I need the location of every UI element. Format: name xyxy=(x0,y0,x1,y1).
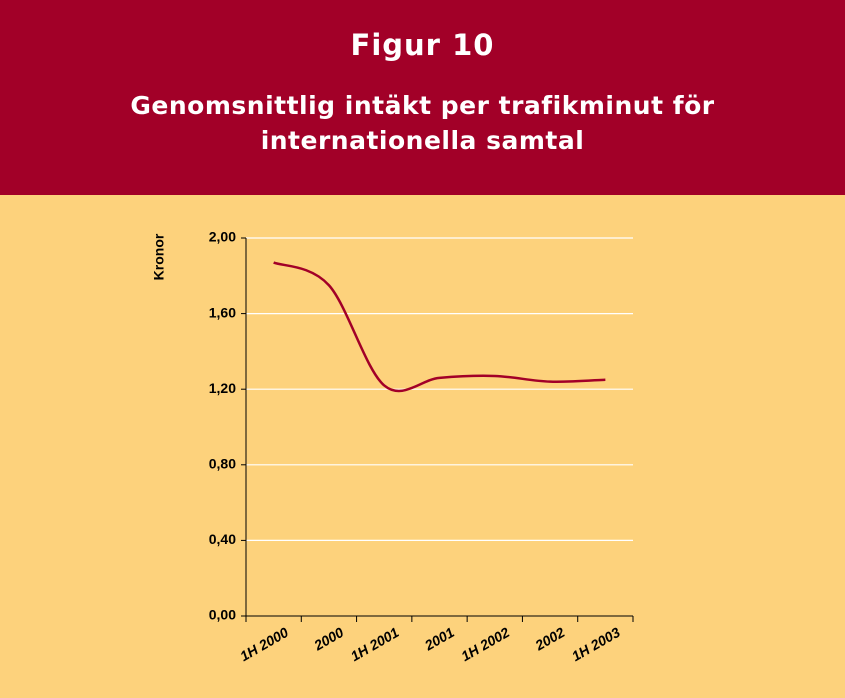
y-tick-label: 0,00 xyxy=(209,607,236,623)
header: Figur 10 Genomsnittlig intäkt per trafik… xyxy=(0,0,845,195)
x-tick-label: 2002 xyxy=(532,624,568,654)
x-tick-label: 2000 xyxy=(310,624,346,654)
y-tick-label: 1,20 xyxy=(209,380,236,396)
y-tick-label: 1,60 xyxy=(209,304,236,320)
y-axis-label: Kronor xyxy=(151,233,167,280)
y-tick-label: 0,80 xyxy=(209,456,236,472)
chart-subtitle: Genomsnittlig intäkt per trafikminut för… xyxy=(130,91,715,155)
x-tick-label: 1H 2001 xyxy=(348,624,402,664)
x-tick-label: 1H 2002 xyxy=(458,624,512,664)
x-tick-label: 1H 2000 xyxy=(237,624,291,664)
chart-title: Figur 10 xyxy=(350,28,495,62)
x-tick-label: 2001 xyxy=(421,624,457,654)
y-tick-label: 0,40 xyxy=(209,531,236,547)
line xyxy=(273,261,606,393)
y-tick-label: 2,00 xyxy=(209,229,236,245)
x-tick-label: 1H 2003 xyxy=(569,624,623,664)
